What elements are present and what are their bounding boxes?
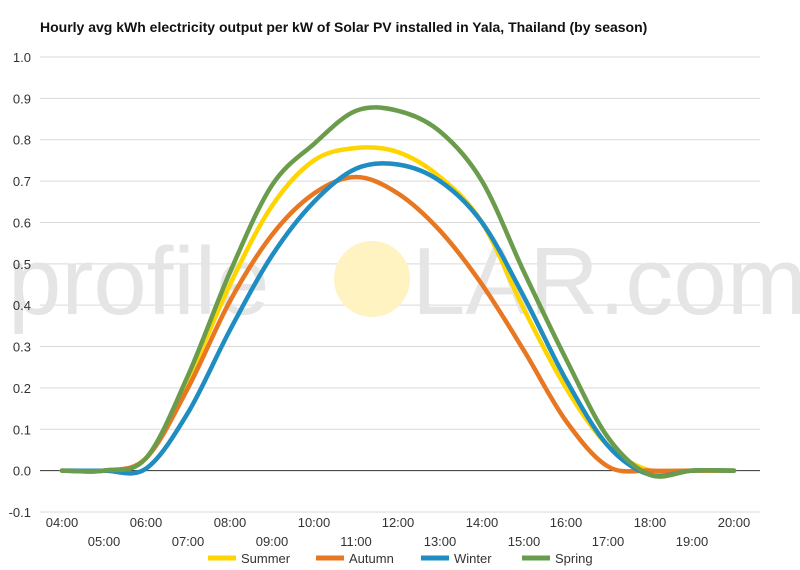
x-tick-label: 09:00 (256, 534, 289, 549)
x-tick-label: 19:00 (676, 534, 709, 549)
x-tick-label: 13:00 (424, 534, 457, 549)
x-axis-ticks: 04:00 05:00 06:00 07:00 08:00 09:00 10:00 11:00… (46, 515, 751, 549)
x-tick-label: 12:00 (382, 515, 415, 530)
legend-label-autumn: Autumn (349, 551, 394, 566)
x-tick-label: 11:00 (340, 534, 372, 549)
y-tick-label: 0.4 (13, 298, 31, 313)
x-tick-label: 20:00 (718, 515, 751, 530)
x-tick-label: 06:00 (130, 515, 163, 530)
series-line-winter (59, 161, 737, 479)
y-tick-label: 0.3 (13, 340, 31, 355)
watermark-text-right: LAR.com (412, 228, 800, 335)
y-tick-label: 1.0 (13, 50, 31, 65)
y-tick-label: 0.2 (13, 381, 31, 396)
series-line-spring (59, 105, 737, 479)
x-tick-label: 08:00 (214, 515, 247, 530)
y-tick-label: 0.6 (13, 215, 31, 230)
x-tick-label: 10:00 (298, 515, 331, 530)
grid (40, 56, 760, 513)
legend: Summer Autumn Winter Spring (208, 551, 593, 566)
x-tick-label: 07:00 (172, 534, 205, 549)
watermark-sun-icon (334, 241, 410, 317)
y-tick-label: 0.9 (13, 91, 31, 106)
x-tick-label: 05:00 (88, 534, 121, 549)
legend-label-spring: Spring (555, 551, 593, 566)
y-axis-ticks: 1.0 0.9 0.8 0.7 0.6 0.5 0.4 0.3 0.2 0.1 0.0 -0.1 (9, 50, 31, 520)
y-tick-label: 0.8 (13, 133, 31, 148)
y-tick-label: 0.1 (13, 422, 31, 437)
x-tick-label: 04:00 (46, 515, 79, 530)
series-lines (59, 105, 737, 479)
x-tick-label: 14:00 (466, 515, 499, 530)
y-tick-label: 0.0 (13, 464, 31, 479)
series-line-autumn (59, 174, 737, 474)
x-tick-label: 16:00 (550, 515, 583, 530)
legend-label-winter: Winter (454, 551, 492, 566)
x-tick-label: 15:00 (508, 534, 541, 549)
x-tick-label: 18:00 (634, 515, 667, 530)
watermark: profile LAR.com (8, 228, 800, 335)
legend-label-summer: Summer (241, 551, 291, 566)
x-tick-label: 17:00 (592, 534, 625, 549)
y-tick-label: -0.1 (9, 505, 31, 520)
y-tick-label: 0.5 (13, 257, 31, 272)
chart-title: Hourly avg kWh electricity output per kW… (40, 19, 648, 35)
y-tick-label: 0.7 (13, 174, 31, 189)
